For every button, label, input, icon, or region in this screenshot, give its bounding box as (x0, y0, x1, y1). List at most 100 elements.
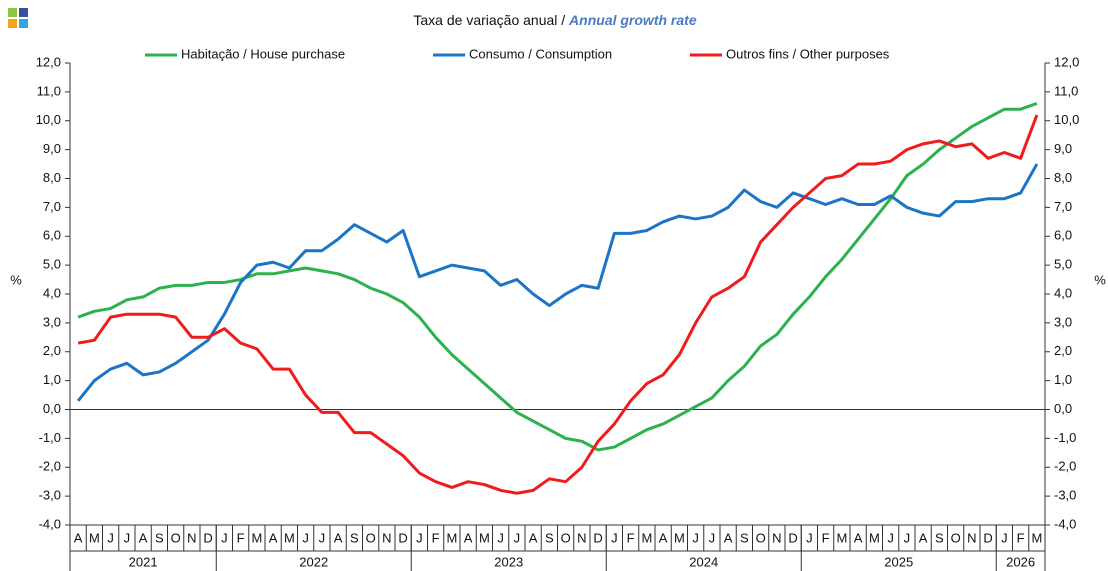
y-tick-label: 5,0 (43, 257, 61, 272)
x-tick-label: S (740, 530, 749, 545)
x-tick-label: M (1031, 530, 1042, 545)
x-tick-label: F (822, 530, 830, 545)
x-tick-label: J (124, 530, 131, 545)
x-tick-label: S (935, 530, 944, 545)
y-tick-label: 10,0 (36, 112, 61, 127)
x-tick-label: J (416, 530, 423, 545)
y-tick-label: 8,0 (43, 170, 61, 185)
x-tick-label: S (155, 530, 164, 545)
y2-tick-label: 4,0 (1054, 285, 1072, 300)
y2-tick-label: 6,0 (1054, 228, 1072, 243)
y-tick-label: -3,0 (39, 488, 61, 503)
x-tick-label: M (479, 530, 490, 545)
x-tick-label: N (577, 530, 586, 545)
y2-tick-label: 2,0 (1054, 343, 1072, 358)
y-tick-label: 4,0 (43, 285, 61, 300)
x-tick-label: N (772, 530, 781, 545)
x-tick-label: F (627, 530, 635, 545)
x-tick-label: N (382, 530, 391, 545)
x-tick-label: A (529, 530, 538, 545)
x-tick-label: S (350, 530, 359, 545)
series-line (76, 163, 1039, 402)
x-tick-label: J (709, 530, 716, 545)
legend-label: Consumo / Consumption (469, 46, 612, 61)
series-line (77, 102, 1038, 452)
x-tick-label: J (514, 530, 521, 545)
legend-label: Habitação / House purchase (181, 46, 345, 61)
y-tick-label: 7,0 (43, 199, 61, 214)
x-tick-label: M (446, 530, 457, 545)
title-en: Annual growth rate (568, 12, 697, 28)
x-tick-label: F (1017, 530, 1025, 545)
x-tick-label: A (74, 530, 83, 545)
x-tick-label: A (919, 530, 928, 545)
logo-square (8, 8, 17, 17)
x-tick-label: O (951, 530, 961, 545)
x-tick-label: M (251, 530, 262, 545)
y2-tick-label: 5,0 (1054, 257, 1072, 272)
logo-square (19, 19, 28, 28)
year-label: 2025 (884, 554, 913, 569)
x-tick-label: M (89, 530, 100, 545)
y2-tick-label: 12,0 (1054, 54, 1079, 69)
x-tick-label: A (854, 530, 863, 545)
y-tick-label: 2,0 (43, 343, 61, 358)
logo (8, 8, 28, 28)
x-tick-label: F (432, 530, 440, 545)
x-tick-label: O (756, 530, 766, 545)
x-tick-label: O (561, 530, 571, 545)
x-tick-label: J (692, 530, 699, 545)
x-tick-label: N (187, 530, 196, 545)
logo-square (8, 19, 17, 28)
y2-axis-label: % (1094, 272, 1106, 287)
x-tick-label: A (139, 530, 148, 545)
y2-tick-label: -4,0 (1054, 516, 1076, 531)
x-tick-label: D (593, 530, 602, 545)
x-tick-label: M (674, 530, 685, 545)
y-tick-label: 1,0 (43, 372, 61, 387)
x-tick-label: A (334, 530, 343, 545)
y2-tick-label: 7,0 (1054, 199, 1072, 214)
x-tick-label: J (887, 530, 894, 545)
x-tick-label: A (724, 530, 733, 545)
x-tick-label: J (497, 530, 504, 545)
x-tick-label: O (366, 530, 376, 545)
y-tick-label: 3,0 (43, 314, 61, 329)
y-tick-label: -1,0 (39, 430, 61, 445)
y-tick-label: -4,0 (39, 516, 61, 531)
x-tick-label: J (221, 530, 228, 545)
y2-tick-label: 1,0 (1054, 372, 1072, 387)
x-tick-label: D (983, 530, 992, 545)
x-tick-label: J (1001, 530, 1008, 545)
x-tick-label: D (398, 530, 407, 545)
x-tick-label: M (284, 530, 295, 545)
y-tick-label: -2,0 (39, 459, 61, 474)
year-label: 2026 (1006, 554, 1035, 569)
year-label: 2023 (494, 554, 523, 569)
y2-tick-label: 0,0 (1054, 401, 1072, 416)
x-tick-label: S (545, 530, 554, 545)
year-label: 2021 (129, 554, 158, 569)
x-tick-label: J (806, 530, 813, 545)
y-tick-label: 12,0 (36, 54, 61, 69)
y2-tick-label: -1,0 (1054, 430, 1076, 445)
y-tick-label: 11,0 (37, 83, 61, 98)
x-tick-label: D (203, 530, 212, 545)
x-tick-label: J (611, 530, 618, 545)
x-tick-label: A (269, 530, 278, 545)
x-tick-label: J (319, 530, 326, 545)
x-tick-label: M (641, 530, 652, 545)
x-tick-label: J (107, 530, 114, 545)
x-tick-label: F (237, 530, 245, 545)
y2-tick-label: 11,0 (1054, 83, 1078, 98)
y2-tick-label: 9,0 (1054, 141, 1072, 156)
year-label: 2024 (689, 554, 718, 569)
y-tick-label: 6,0 (43, 228, 61, 243)
y2-tick-label: 10,0 (1054, 112, 1079, 127)
x-tick-label: M (836, 530, 847, 545)
y-tick-label: 9,0 (43, 141, 61, 156)
y2-tick-label: -3,0 (1054, 488, 1076, 503)
series-line (77, 114, 1039, 495)
x-tick-label: J (302, 530, 309, 545)
